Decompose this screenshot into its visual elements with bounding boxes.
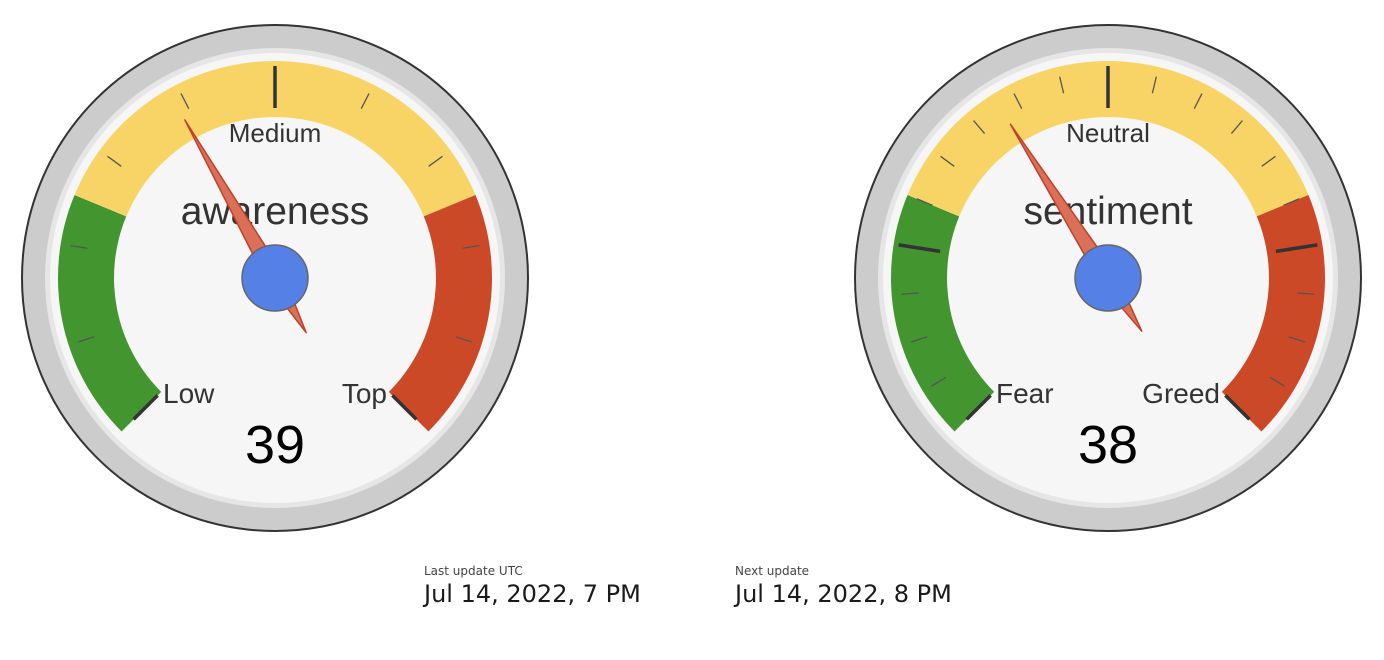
awareness-end-tick (391, 394, 418, 421)
awareness-needle-hub (241, 244, 309, 312)
last-update: Last update UTC Jul 14, 2022, 7 PM (424, 564, 641, 610)
sentiment-high-label: Greed (1142, 378, 1220, 409)
awareness-high-label: Top (342, 378, 387, 409)
sentiment-zone-fear (891, 194, 995, 432)
sentiment-minor-tick (1151, 76, 1157, 94)
next-update-value: Jul 14, 2022, 8 PM (735, 580, 952, 608)
gauge-awareness: Medium awareness Low Top 39 (19, 22, 531, 534)
sentiment-needle-hub (1074, 244, 1142, 312)
awareness-minor-tick (77, 336, 95, 343)
awareness-zone-medium (74, 61, 476, 217)
awareness-minor-tick (360, 93, 370, 110)
awareness-minor-tick (462, 244, 480, 249)
awareness-low-label: Low (163, 378, 215, 409)
sentiment-minor-tick (1283, 198, 1300, 206)
awareness-minor-tick (180, 93, 190, 110)
sentiment-zone-neutral (907, 61, 1309, 217)
last-update-label: Last update UTC (424, 564, 523, 578)
awareness-zone-low (58, 194, 162, 432)
sentiment-mid-label: Neutral (1066, 118, 1150, 148)
gauge-sentiment: Neutral sentiment Fear Greed 38 (852, 22, 1364, 534)
sentiment-minor-tick (1288, 336, 1306, 343)
sentiment-zone-greed (1221, 194, 1325, 432)
sentiment-minor-tick (1013, 93, 1023, 110)
sentiment-minor-tick (1297, 292, 1315, 295)
sentiment-end-tick (965, 394, 992, 421)
sentiment-minor-tick (910, 336, 928, 343)
awareness-value: 39 (245, 415, 305, 475)
sentiment-major-tick (898, 243, 941, 254)
awareness-minor-tick (70, 244, 88, 249)
sentiment-minor-tick (1059, 76, 1065, 94)
last-update-value: Jul 14, 2022, 7 PM (424, 580, 641, 608)
sentiment-low-label: Fear (996, 378, 1054, 409)
sentiment-major-tick (1275, 243, 1318, 254)
sentiment-minor-tick (1261, 155, 1276, 167)
awareness-minor-tick (107, 155, 122, 167)
awareness-minor-tick (428, 155, 443, 167)
sentiment-minor-tick (931, 376, 947, 387)
next-update: Next update Jul 14, 2022, 8 PM (735, 564, 952, 610)
sentiment-minor-tick (973, 120, 986, 134)
sentiment-minor-tick (1230, 120, 1243, 134)
sentiment-minor-tick (916, 198, 933, 206)
awareness-title: awareness (181, 190, 370, 233)
sentiment-title: sentiment (1023, 190, 1192, 233)
gauge-awareness-svg: Medium awareness Low Top 39 (21, 24, 529, 532)
sentiment-minor-tick (1269, 376, 1285, 387)
next-update-label: Next update (735, 564, 810, 578)
sentiment-minor-tick (1193, 93, 1203, 110)
sentiment-minor-tick (940, 155, 955, 167)
sentiment-minor-tick (901, 292, 919, 295)
awareness-mid-label: Medium (229, 118, 321, 148)
awareness-end-tick (132, 394, 159, 421)
sentiment-end-tick (1224, 394, 1251, 421)
awareness-minor-tick (455, 336, 473, 343)
sentiment-value: 38 (1078, 415, 1138, 475)
awareness-zone-top (388, 194, 492, 432)
